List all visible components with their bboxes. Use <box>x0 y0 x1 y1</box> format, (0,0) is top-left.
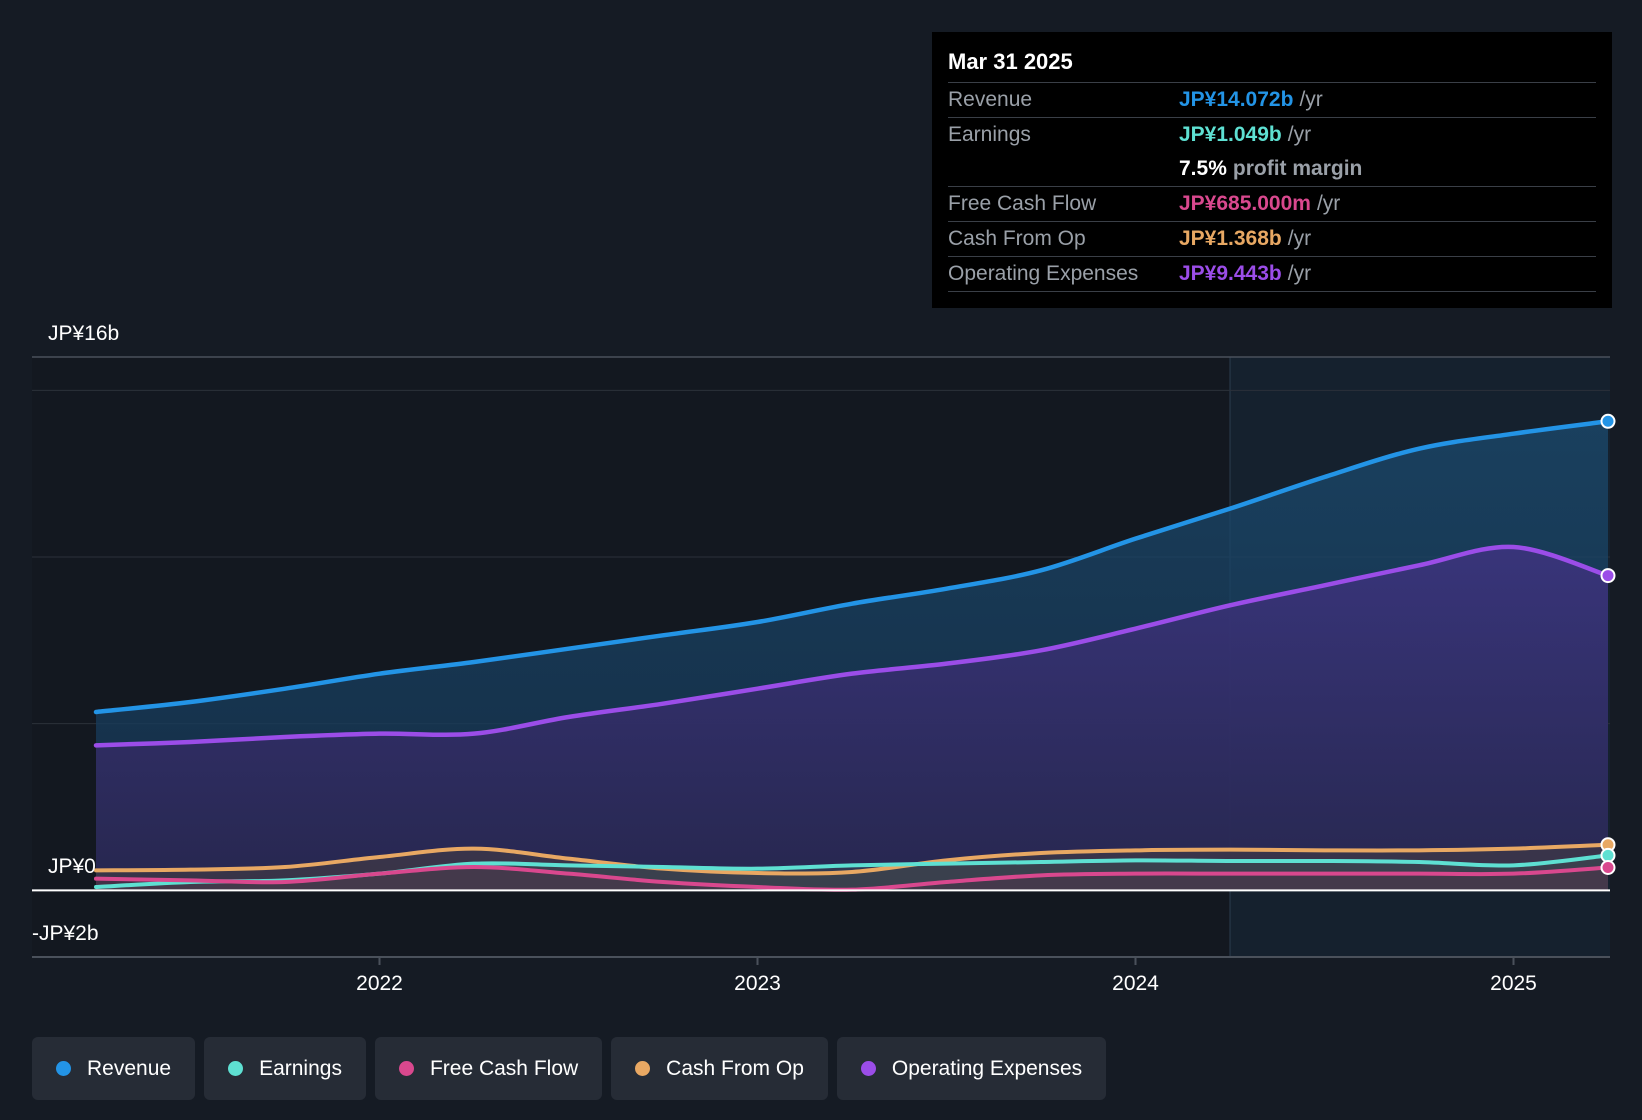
legend-dot-icon <box>860 1061 876 1076</box>
legend: Revenue Earnings Free Cash Flow Cash Fro… <box>32 1037 1107 1100</box>
tooltip-unit: /yr <box>1287 262 1312 285</box>
y-tick-label-zero: JP¥0 <box>48 855 96 878</box>
legend-dot-icon <box>398 1061 414 1076</box>
legend-item-revenue[interactable]: Revenue <box>32 1037 196 1100</box>
tooltip-value: JP¥1.049b <box>1179 123 1282 146</box>
tooltip-label: Earnings <box>948 123 1031 146</box>
x-tick-label: 2022 <box>356 972 403 995</box>
tooltip-value: JP¥14.072b <box>1179 88 1294 111</box>
tooltip-label: Free Cash Flow <box>948 192 1097 215</box>
tooltip-row-opex: Operating Expenses JP¥9.443b /yr <box>948 257 1596 292</box>
tooltip-label: Revenue <box>948 88 1033 111</box>
tooltip-unit: /yr <box>1287 227 1312 250</box>
line-revenue <box>93 419 1611 715</box>
tooltip-row-earnings: Earnings JP¥1.049b /yr <box>948 118 1596 152</box>
tooltip-label: Cash From Op <box>948 227 1086 250</box>
end-dot-revenue[interactable] <box>1600 413 1616 429</box>
legend-item-operating-expenses[interactable]: Operating Expenses <box>836 1037 1107 1100</box>
end-dot-earnings[interactable] <box>1600 847 1616 863</box>
legend-dot-icon <box>56 1061 71 1076</box>
legend-label: Cash From Op <box>666 1056 804 1080</box>
legend-dot-icon <box>228 1061 244 1076</box>
end-dots[interactable] <box>1600 413 1616 875</box>
x-axis-ticks: 2022 2023 2024 2025 <box>356 957 1537 995</box>
y-tick-label-bottom: -JP¥2b <box>32 922 99 945</box>
tooltip-date: Mar 31 2025 <box>948 46 1596 83</box>
tooltip-row-profit-margin: 7.5% profit margin <box>948 152 1596 187</box>
line-opex <box>93 544 1611 748</box>
end-dot-opex[interactable] <box>1600 568 1616 584</box>
legend-label: Free Cash Flow <box>429 1056 579 1080</box>
tooltip-row-cfo: Cash From Op JP¥1.368b /yr <box>948 222 1596 257</box>
area-cfo <box>96 844 1608 891</box>
legend-label: Earnings <box>259 1056 342 1080</box>
tooltip-label: Operating Expenses <box>948 262 1139 285</box>
profit-margin-value: 7.5% <box>1179 157 1227 180</box>
legend-item-earnings[interactable]: Earnings <box>204 1037 366 1100</box>
tooltip-value: JP¥1.368b <box>1179 227 1282 250</box>
area-opex <box>96 546 1608 891</box>
profit-margin-label: profit margin <box>1232 157 1363 180</box>
legend-label: Operating Expenses <box>891 1056 1083 1080</box>
series-lines <box>93 419 1611 892</box>
tooltip-row-revenue: Revenue JP¥14.072b /yr <box>948 83 1596 118</box>
tooltip: Mar 31 2025 Revenue JP¥14.072b /yr Earni… <box>932 32 1612 308</box>
tooltip-unit: /yr <box>1299 88 1323 111</box>
x-tick-label: 2025 <box>1490 972 1537 995</box>
tooltip-value: JP¥9.443b <box>1179 262 1282 285</box>
legend-dot-icon <box>635 1061 651 1076</box>
legend-item-free-cash-flow[interactable]: Free Cash Flow <box>374 1037 603 1100</box>
series-areas <box>96 421 1608 891</box>
x-tick-label: 2023 <box>734 972 781 995</box>
tooltip-unit: /yr <box>1316 192 1341 215</box>
area-fcf <box>96 867 1608 891</box>
line-cfo <box>94 842 1610 876</box>
tooltip-unit: /yr <box>1287 123 1312 146</box>
x-tick-label: 2024 <box>1112 972 1159 995</box>
end-dot-fcf[interactable] <box>1600 860 1616 875</box>
tooltip-row-fcf: Free Cash Flow JP¥685.000m /yr <box>948 187 1596 222</box>
legend-item-cash-from-op[interactable]: Cash From Op <box>611 1037 828 1100</box>
tooltip-value: JP¥685.000m <box>1179 192 1311 215</box>
y-tick-label-top: JP¥16b <box>48 322 119 345</box>
legend-label: Revenue <box>87 1056 172 1080</box>
